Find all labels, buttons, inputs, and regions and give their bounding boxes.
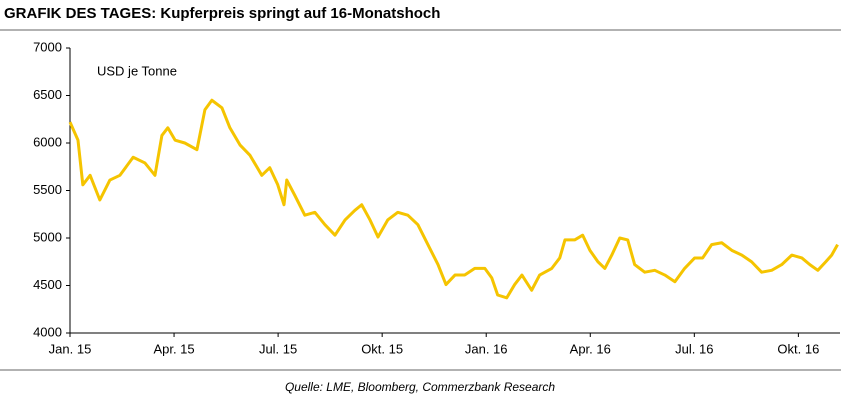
unit-annotation: USD je Tonne [97, 63, 177, 78]
y-tick-label: 4500 [33, 277, 62, 292]
y-tick-label: 4000 [33, 324, 62, 339]
source: Quelle: LME, Bloomberg, Commerzbank Rese… [285, 380, 555, 394]
x-tick-label: Jan. 15 [49, 341, 92, 356]
y-tick-label: 6500 [33, 87, 62, 102]
y-tick-label: 6000 [33, 134, 62, 149]
x-tick-label: Okt. 15 [361, 341, 403, 356]
price-line [68, 98, 839, 300]
x-tick-label: Jul. 16 [675, 341, 713, 356]
y-tick-label: 7000 [33, 39, 62, 54]
x-tick-label: Okt. 16 [777, 341, 819, 356]
y-tick-label: 5000 [33, 229, 62, 244]
x-tick-label: Apr. 15 [153, 341, 194, 356]
x-tick-label: Jan. 16 [465, 341, 508, 356]
chart-title: GRAFIK DES TAGES: Kupferpreis springt au… [4, 5, 440, 22]
x-tick-label: Apr. 16 [570, 341, 611, 356]
x-tick-label: Jul. 15 [259, 341, 297, 356]
y-tick-label: 5500 [33, 182, 62, 197]
